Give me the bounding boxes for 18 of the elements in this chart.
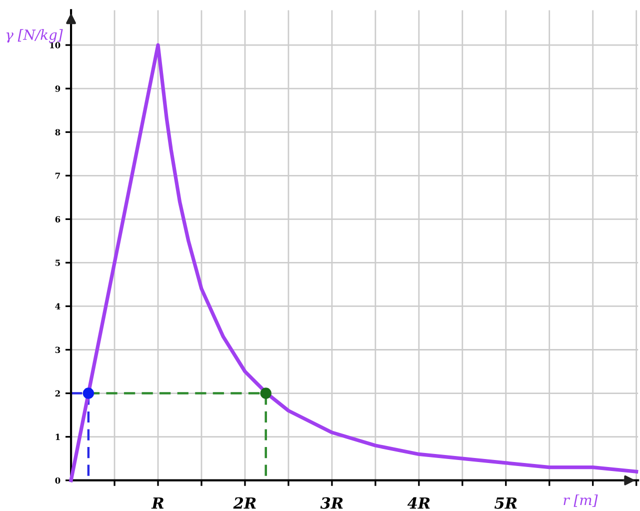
y-tick-label: 2 [55,390,60,396]
x-tick-label: 4R [407,497,430,509]
y-axis-title: γ [N/kg] [6,29,63,43]
x-tick-label: R [151,497,164,509]
x-axis-title: r [m] [564,494,598,507]
x-tick-label: 3R [320,497,343,509]
y-tick-label: 9 [55,86,60,92]
y-tick-label: 5 [56,260,60,266]
y-tick-label: 1 [56,434,60,440]
x-tick-label: 5R [494,497,517,509]
y-tick-label: 8 [55,129,60,136]
y-tick-label: 3 [55,346,60,354]
y-tick-label: 7 [55,172,60,179]
y-tick-label: 10 [50,42,60,48]
y-tick-label: 0 [55,477,60,484]
y-tick-label: 4 [55,303,60,310]
x-tick-label: 2R [233,497,256,509]
y-tick-label: 6 [55,216,60,222]
